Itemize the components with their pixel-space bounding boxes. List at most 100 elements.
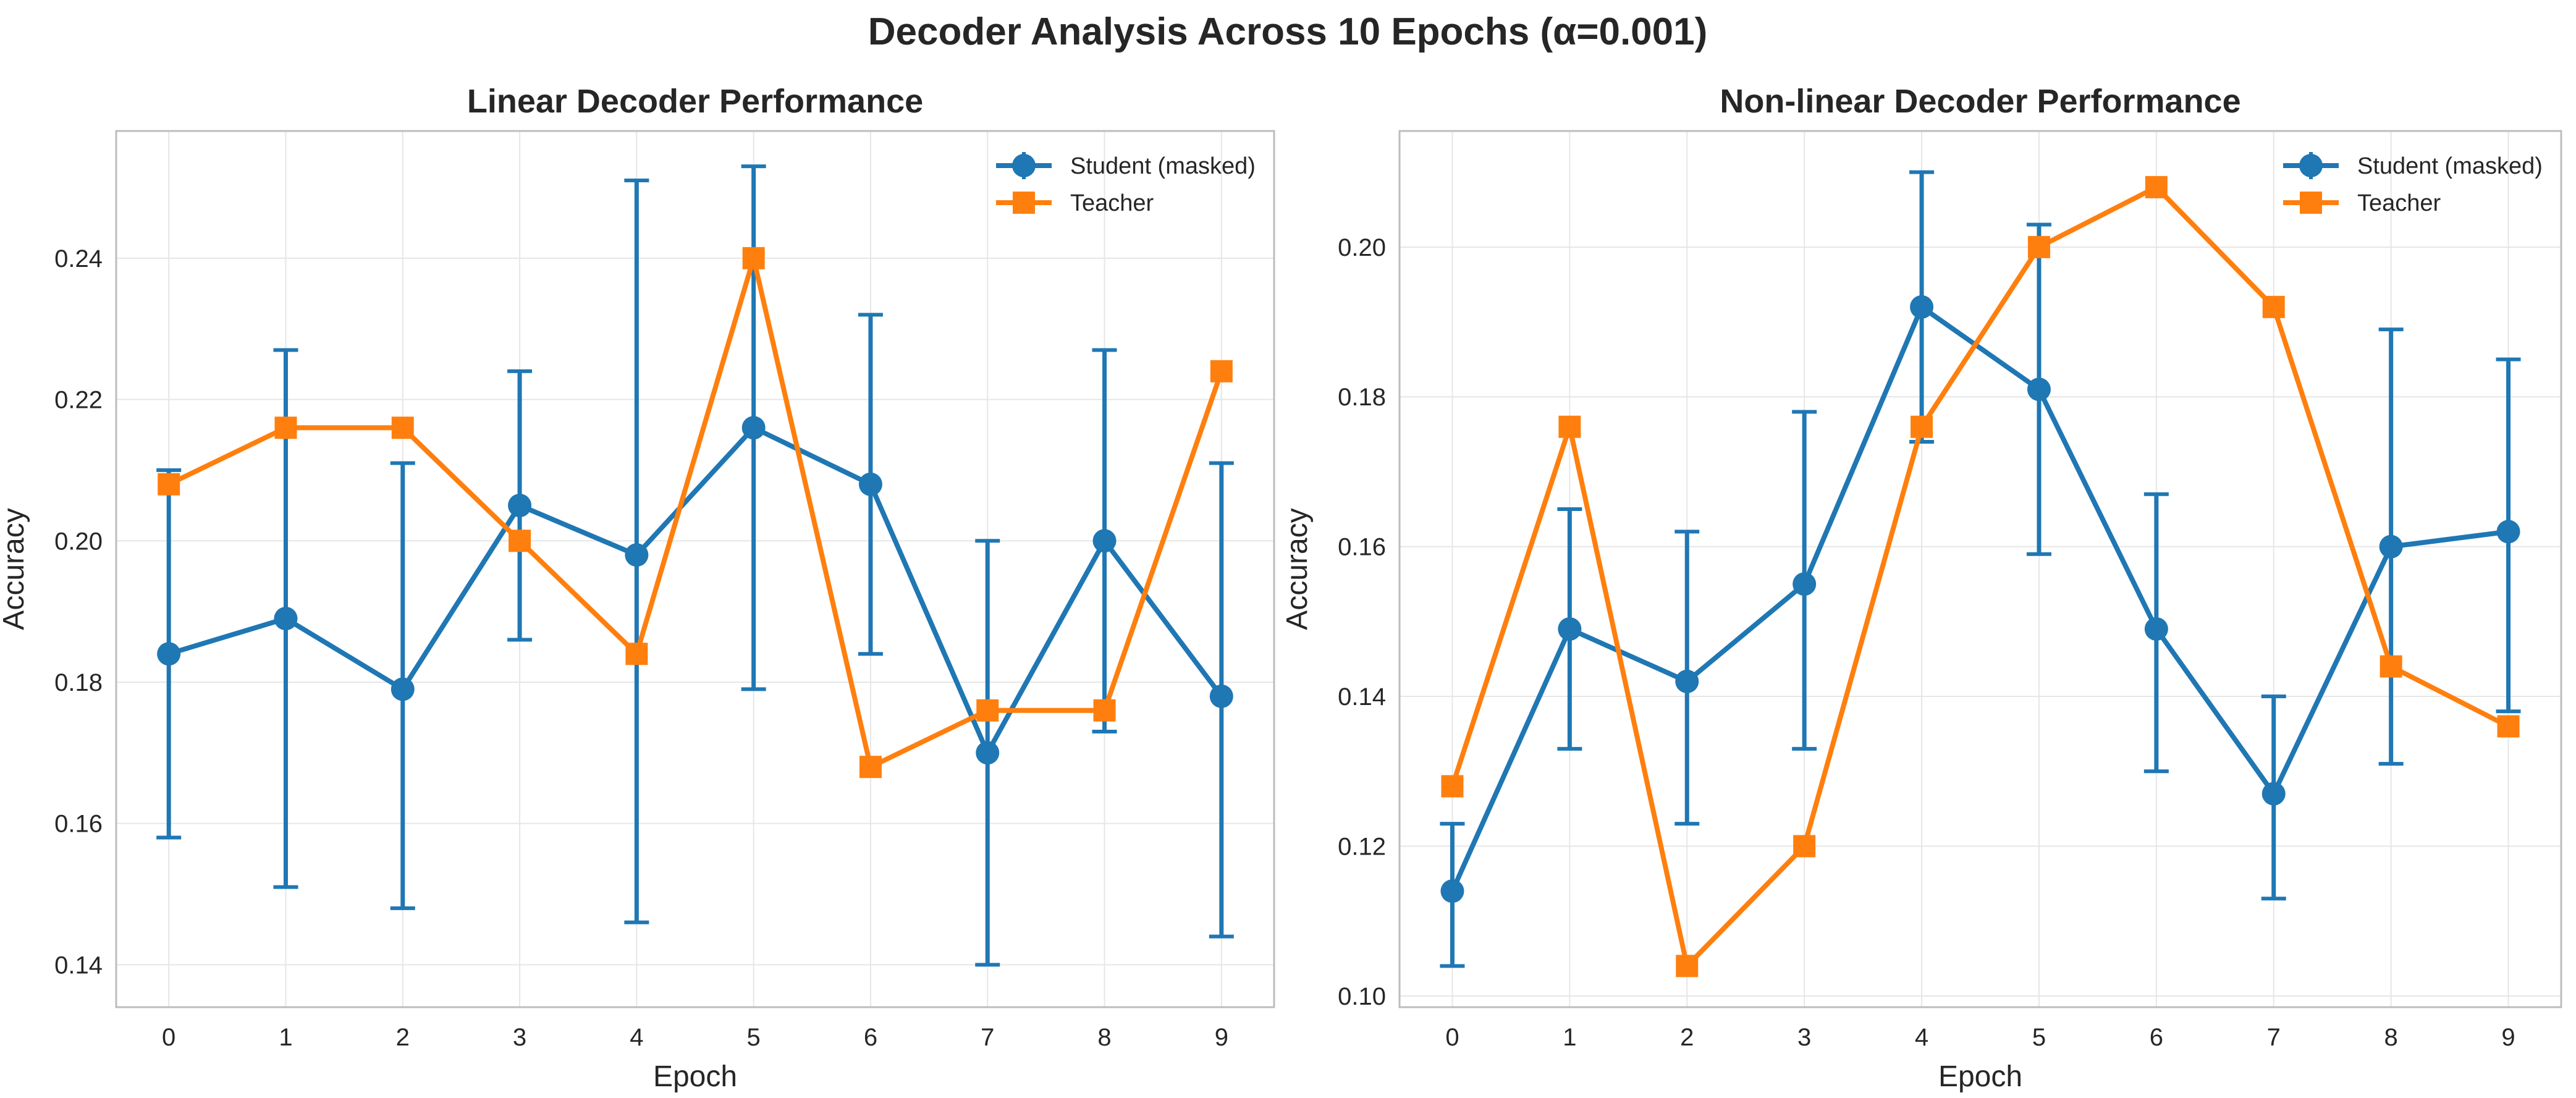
x-tick-label: 0 xyxy=(162,1024,175,1051)
legend-marker xyxy=(2299,154,2323,177)
x-tick-label: 7 xyxy=(2267,1024,2281,1051)
series-teacher xyxy=(1441,175,2520,978)
data-point-marker xyxy=(2261,782,2286,806)
data-point-marker xyxy=(508,494,532,518)
y-tick-label: 0.20 xyxy=(1338,234,1386,261)
data-point-marker xyxy=(1910,295,1934,319)
y-tick-label: 0.20 xyxy=(54,528,103,555)
legend: Student (masked) Teacher xyxy=(996,152,1256,216)
data-point-marker xyxy=(625,543,649,567)
data-point-marker xyxy=(1676,955,1699,978)
series-line xyxy=(1450,184,2510,969)
data-point-marker xyxy=(1440,879,1464,903)
legend-item: Teacher xyxy=(2283,190,2441,216)
data-point-marker xyxy=(1558,415,1581,438)
x-tick-label: 4 xyxy=(1915,1024,1928,1051)
series-teacher xyxy=(158,247,1233,779)
y-axis-label: Accuracy xyxy=(0,508,30,630)
series-line xyxy=(1450,304,2509,892)
data-point-marker xyxy=(741,416,766,440)
data-point-marker xyxy=(859,756,882,779)
x-tick-label: 8 xyxy=(1097,1024,1111,1051)
series-line xyxy=(167,255,1224,770)
plot-area xyxy=(116,131,1274,1007)
data-point-marker xyxy=(391,677,415,701)
data-point-marker xyxy=(1441,775,1464,798)
subplot-title: Non-linear Decoder Performance xyxy=(1720,83,2240,120)
data-point-marker xyxy=(1093,699,1116,722)
series-line xyxy=(168,425,1224,756)
y-tick-label: 0.22 xyxy=(54,387,103,414)
x-tick-label: 2 xyxy=(1680,1024,1694,1051)
data-point-marker xyxy=(1558,617,1582,641)
series-student-masked xyxy=(1440,170,2521,968)
x-tick-label: 4 xyxy=(630,1024,643,1051)
x-tick-label: 1 xyxy=(1563,1024,1576,1051)
y-axis-label: Accuracy xyxy=(1281,508,1314,630)
y-tick-label: 0.18 xyxy=(1338,384,1386,411)
data-point-marker xyxy=(2497,715,2520,738)
x-tick-label: 8 xyxy=(2384,1024,2398,1051)
data-point-marker xyxy=(1675,669,1699,693)
data-point-marker xyxy=(2379,534,2403,559)
data-point-marker xyxy=(2262,295,2285,318)
x-tick-label: 0 xyxy=(1445,1024,1459,1051)
data-point-marker xyxy=(976,741,1000,765)
data-point-marker xyxy=(157,642,181,666)
legend-label: Teacher xyxy=(2357,190,2441,216)
x-tick-label: 7 xyxy=(981,1024,994,1051)
figure-title: Decoder Analysis Across 10 Epochs (α=0.0… xyxy=(868,11,1708,53)
y-tick-label: 0.12 xyxy=(1338,833,1386,860)
data-point-marker xyxy=(625,643,648,665)
y-tick-label: 0.16 xyxy=(54,811,103,838)
data-point-marker xyxy=(1793,572,1817,596)
chart-panel-2: 0 1 2 3 4 5 6 7 8 9 0.10 0.12 0.14 0.16 0.18 0.20 Non-li… xyxy=(1281,83,2562,1093)
legend-label: Student (masked) xyxy=(2357,153,2543,179)
y-tick-label: 0.16 xyxy=(1338,534,1386,561)
data-point-marker xyxy=(2027,378,2051,402)
y-tick-label: 0.14 xyxy=(1338,683,1386,711)
data-point-marker xyxy=(509,530,531,552)
chart-panel-1: 0 1 2 3 4 5 6 7 8 9 0.14 0.16 0.18 0.20 0.22 0.24 Linear… xyxy=(0,83,1275,1093)
legend-marker xyxy=(1012,154,1036,177)
y-tick-label: 0.24 xyxy=(54,245,103,272)
x-tick-label: 1 xyxy=(279,1024,292,1051)
data-point-marker xyxy=(858,472,882,496)
data-point-marker xyxy=(391,416,414,439)
legend-item: Student (masked) xyxy=(996,152,1256,179)
plot-area xyxy=(1400,131,2561,1007)
data-point-marker xyxy=(274,607,298,631)
x-tick-label: 2 xyxy=(396,1024,410,1051)
data-point-marker xyxy=(1209,684,1233,708)
axes-frame xyxy=(115,130,1275,1008)
x-axis-label: Epoch xyxy=(653,1060,737,1093)
data-point-marker xyxy=(742,247,765,269)
x-tick-label: 3 xyxy=(1797,1024,1811,1051)
data-point-marker xyxy=(2144,617,2168,641)
data-point-marker xyxy=(158,473,180,496)
y-tick-label: 0.10 xyxy=(1338,983,1386,1010)
data-point-marker xyxy=(1911,415,1933,438)
legend-marker xyxy=(1013,192,1035,214)
legend-item: Teacher xyxy=(996,190,1154,216)
data-point-marker xyxy=(2496,520,2520,544)
series-student-masked xyxy=(156,164,1234,967)
data-point-marker xyxy=(2145,175,2168,198)
legend-item: Student (masked) xyxy=(2283,152,2543,179)
x-tick-label: 5 xyxy=(2032,1024,2046,1051)
axes-frame xyxy=(1398,130,2562,1008)
legend: Student (masked) Teacher xyxy=(2283,152,2543,216)
y-tick-label: 0.14 xyxy=(54,952,103,979)
data-point-marker xyxy=(1092,529,1117,553)
legend-label: Teacher xyxy=(1070,190,1154,216)
x-tick-label: 9 xyxy=(1215,1024,1228,1051)
x-tick-label: 5 xyxy=(747,1024,761,1051)
legend-marker xyxy=(2300,192,2322,214)
data-point-marker xyxy=(2027,235,2050,258)
subplot-title: Linear Decoder Performance xyxy=(467,83,923,120)
data-point-marker xyxy=(976,699,999,722)
data-point-marker xyxy=(1793,835,1816,858)
data-point-marker xyxy=(1210,360,1233,382)
x-tick-label: 6 xyxy=(2150,1024,2163,1051)
